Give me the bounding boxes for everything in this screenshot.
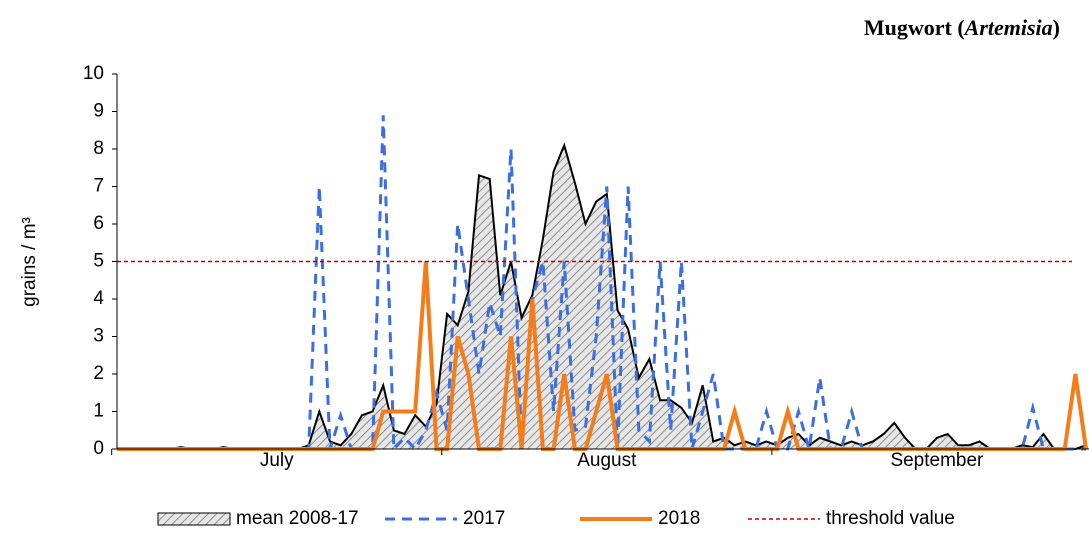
y-tick-label: 3 [93, 326, 104, 347]
y-axis-label: grains / m³ [19, 217, 40, 307]
legend-label: 2018 [658, 508, 700, 529]
x-tick-label: September [890, 450, 984, 471]
legend-label: threshold value [826, 508, 955, 529]
y-tick-label: 9 [93, 101, 104, 122]
y-tick-label: 1 [93, 401, 104, 422]
chart-title: Mugwort (Artemisia) [864, 15, 1060, 40]
legend-label: mean 2008-17 [236, 508, 359, 529]
y-tick-label: 4 [93, 288, 104, 309]
legend-swatch [157, 512, 231, 526]
y-tick-label: 2 [93, 363, 104, 384]
y-tick-label: 10 [83, 63, 104, 84]
area [117, 145, 1086, 450]
y-tick-label: 6 [93, 213, 104, 234]
x-tick-label: July [260, 450, 294, 471]
y-tick-label: 0 [93, 438, 104, 459]
y-tick-label: 5 [93, 251, 104, 272]
y-tick-label: 7 [93, 176, 104, 197]
y-tick-label: 8 [93, 138, 104, 159]
x-tick-label: August [577, 450, 637, 471]
legend-label: 2017 [463, 508, 505, 529]
